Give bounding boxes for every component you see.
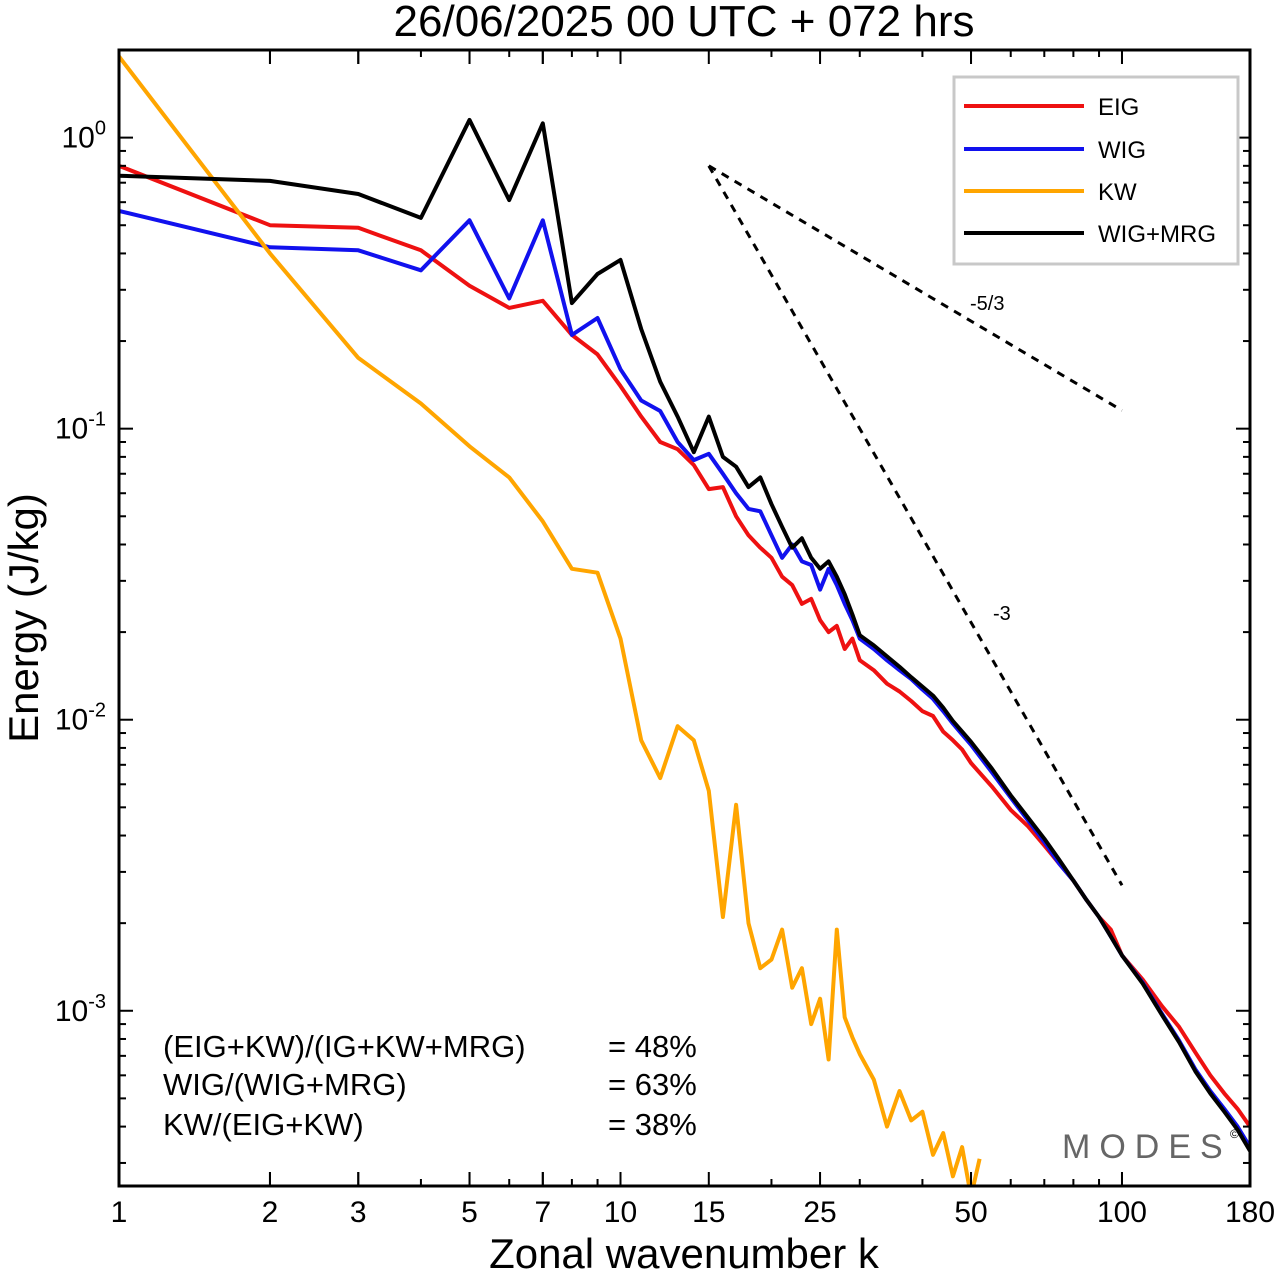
legend-label-kw: KW: [1098, 179, 1137, 206]
y-tick-label: 10-2: [55, 700, 106, 737]
x-tick-label: 3: [350, 1196, 367, 1229]
y-tick-base: 10: [62, 122, 95, 155]
series-layer: [119, 55, 1250, 1186]
modes-watermark: MODES: [1062, 1128, 1232, 1166]
y-axis-label: Energy (J/kg): [0, 493, 47, 743]
x-tick-label: 15: [692, 1196, 725, 1229]
y-tick-base: 10: [55, 995, 88, 1028]
y-tick-base: 10: [55, 413, 88, 446]
slope-line-3: [707, 165, 1124, 886]
chart-title: 26/06/2025 00 UTC + 072 hrs: [394, 0, 975, 46]
legend-label-wig-mrg: WIG+MRG: [1098, 221, 1216, 248]
y-tick-exponent: 0: [95, 118, 106, 140]
copyright-mark: ©: [1230, 1127, 1239, 1141]
x-tick-label: 7: [534, 1196, 551, 1229]
series-line-kw: [119, 55, 982, 1186]
x-tick-label: 10: [604, 1196, 637, 1229]
x-tick-label: 25: [803, 1196, 836, 1229]
y-tick-exponent: -1: [88, 409, 106, 431]
stat-eig-kw-label: (EIG+KW)/(IG+KW+MRG): [163, 1029, 526, 1064]
stat-kw-value: = 38%: [608, 1107, 697, 1142]
stat-wig-label: WIG/(WIG+MRG): [163, 1067, 407, 1102]
y-tick-label: 100: [62, 118, 107, 155]
stats-block: (EIG+KW)/(IG+KW+MRG) = 48% WIG/(WIG+MRG)…: [163, 1029, 697, 1142]
stat-eig-kw-value: = 48%: [608, 1029, 697, 1064]
slope-line-5-3: [708, 164, 1123, 412]
legend-label-wig: WIG: [1098, 137, 1146, 164]
y-tick-exponent: -2: [88, 700, 106, 722]
plot-frame: [117, 48, 1252, 1188]
x-tick-label: 180: [1225, 1196, 1275, 1229]
x-tick-label: 1: [111, 1196, 128, 1229]
y-tick-exponent: -3: [88, 991, 106, 1013]
series-line-eig: [119, 163, 1250, 1128]
x-tick-label: 2: [262, 1196, 279, 1229]
legend-label-eig: EIG: [1098, 94, 1139, 121]
y-tick-label: 10-3: [55, 991, 106, 1028]
x-tick-label: 100: [1097, 1196, 1147, 1229]
reference-slope-layer: [707, 164, 1124, 886]
x-tick-labels: 1 2 3 5 7 10 15 25 50 100 180: [111, 1196, 1275, 1229]
reference-slope-labels: -5/3 -3: [970, 293, 1011, 625]
slope-label-three: -3: [993, 603, 1011, 625]
x-tick-label: 5: [461, 1196, 478, 1229]
legend: EIG WIG KW WIG+MRG: [952, 75, 1240, 266]
modes-logo: MODES ©: [1062, 1127, 1239, 1166]
y-tick-label: 10-1: [55, 409, 106, 446]
x-tick-label: 50: [954, 1196, 987, 1229]
stat-kw-label: KW/(EIG+KW): [163, 1107, 364, 1142]
tick-layer: [118, 49, 1251, 1186]
series-line-wig-mrg: [119, 117, 1250, 1152]
series-line-wig: [119, 208, 1250, 1149]
y-tick-base: 10: [55, 704, 88, 737]
slope-label-five-thirds: -5/3: [970, 293, 1004, 315]
stat-wig-value: = 63%: [608, 1067, 697, 1102]
x-axis-label: Zonal wavenumber k: [489, 1230, 880, 1277]
